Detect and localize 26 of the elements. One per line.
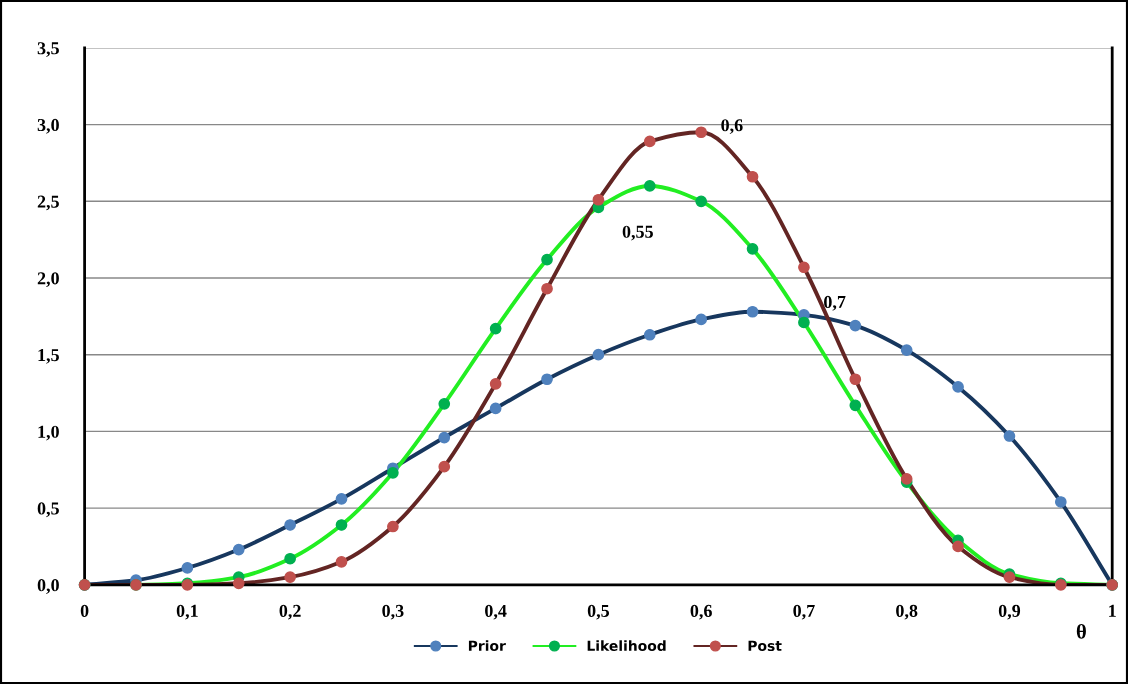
y-tick-label: 2,0 <box>37 272 59 288</box>
x-tick-label: 0,9 <box>998 604 1021 620</box>
y-tick-label: 0,5 <box>37 502 59 518</box>
x-tick-label: 1 <box>1109 604 1116 617</box>
x-tick-label: 0,5 <box>587 604 610 620</box>
annotation: 0,6 <box>721 119 743 134</box>
y-tick-label: 2,5 <box>37 195 59 211</box>
x-tick-label: 0,8 <box>896 604 918 620</box>
legend-label: Post <box>748 640 782 652</box>
y-tick-label: 1,5 <box>38 349 59 364</box>
x-tick-label: 0,7 <box>793 604 815 620</box>
x-tick-label: 0 <box>80 604 89 617</box>
annotation: 0,7 <box>824 295 846 311</box>
y-tick-label: 0,0 <box>37 579 59 594</box>
y-tick-label: 3,5 <box>37 42 59 57</box>
legend-label: Prior <box>468 640 506 652</box>
x-tick-label: 0,4 <box>485 604 507 620</box>
legend-label: Likelihood <box>587 640 666 652</box>
x-tick-label: 0,6 <box>690 604 712 620</box>
y-tick-label: 3,0 <box>37 118 59 134</box>
x-tick-label: 0,3 <box>382 604 404 620</box>
x-tick-label: 0,2 <box>279 604 301 620</box>
x-axis-title: θ <box>1076 623 1086 639</box>
annotation: 0,55 <box>622 225 653 241</box>
x-tick-label: 0,1 <box>176 604 198 620</box>
y-tick-label: 1,0 <box>38 425 59 441</box>
